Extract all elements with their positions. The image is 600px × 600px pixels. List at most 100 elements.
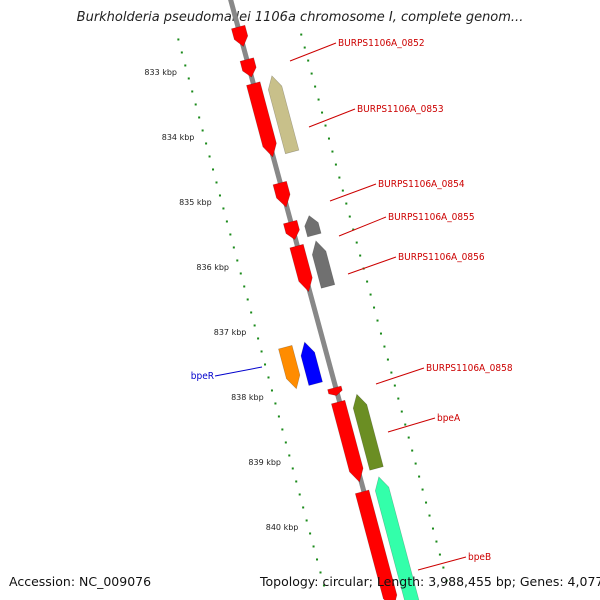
- ruler-dot: [184, 64, 187, 67]
- ruler-dot: [267, 376, 270, 379]
- ruler-dot: [379, 332, 382, 335]
- ruler-dot: [232, 246, 235, 249]
- ruler-dot: [218, 194, 221, 197]
- ruler-dot: [407, 436, 410, 439]
- gene-arrow-bpeB-green: [374, 476, 420, 600]
- gene-arrow-bpeA-olive: [352, 393, 384, 471]
- ruler-dot: [355, 241, 358, 244]
- ruler-dot: [215, 181, 218, 184]
- gene-arrow-g-0852-red: [246, 81, 277, 158]
- ruler-dot: [298, 493, 301, 496]
- gene-arrow-g-0856-red: [289, 243, 313, 293]
- genome-stats-text: Topology: circular; Length: 3,988,455 bp…: [260, 574, 600, 589]
- ruler-dot: [180, 51, 183, 54]
- gene-arrow-bpeA-red: [331, 399, 364, 483]
- ruler-dot: [229, 233, 232, 236]
- ruler-dot: [302, 506, 305, 509]
- label-leader-line: [214, 366, 263, 377]
- gene-label-burps1106a_0858: BURPS1106A_0858: [426, 363, 513, 374]
- ruler-dot: [312, 545, 315, 548]
- gene-label-burps1106a_0852: BURPS1106A_0852: [338, 38, 425, 49]
- ruler-dot: [316, 558, 319, 561]
- ruler-dot: [198, 116, 201, 119]
- ruler-dot: [288, 454, 291, 457]
- ruler-dot: [418, 475, 421, 478]
- label-leader-line: [308, 108, 356, 128]
- ruler-dot: [334, 163, 337, 166]
- ruler-dot: [314, 85, 317, 88]
- label-leader-line: [329, 183, 377, 202]
- ruler-dot: [341, 189, 344, 192]
- ruler-dot: [390, 371, 393, 374]
- ruler-dot: [284, 441, 287, 444]
- ruler-dot: [321, 111, 324, 114]
- ruler-tick-label: 836 kbp: [196, 263, 229, 272]
- ruler-tick-label: 839 kbp: [248, 458, 281, 467]
- gene-arrow-top-cut: [231, 24, 249, 47]
- gene-label-burps1106a_0855: BURPS1106A_0855: [388, 212, 475, 223]
- ruler-dot: [324, 124, 327, 127]
- ruler-dot: [317, 98, 320, 101]
- gene-arrow-g-0855-gray: [304, 215, 322, 238]
- ruler-dot: [345, 202, 348, 205]
- map-title: Burkholderia pseudomallei 1106a chromoso…: [76, 10, 524, 25]
- ruler-dot: [386, 358, 389, 361]
- ruler-dot: [338, 176, 341, 179]
- ruler-dot: [352, 228, 355, 231]
- ruler-dot: [309, 532, 312, 535]
- gene-arrow-g-small-1: [239, 57, 257, 78]
- ruler-tick-label: 835 kbp: [179, 198, 212, 207]
- ruler-dot: [327, 137, 330, 140]
- ruler-dot: [253, 324, 256, 327]
- label-leader-line: [387, 417, 436, 433]
- ruler-dot: [274, 402, 277, 405]
- ruler-dot: [383, 345, 386, 348]
- ruler-dot: [393, 384, 396, 387]
- gene-label-bpeb: bpeB: [468, 552, 491, 563]
- ruler-dot: [201, 129, 204, 132]
- ruler-dot: [400, 410, 403, 413]
- ruler-dot: [397, 397, 400, 400]
- ruler-dot: [322, 584, 325, 587]
- ruler-dot: [281, 428, 284, 431]
- ruler-dot: [411, 449, 414, 452]
- ruler-dot: [194, 103, 197, 106]
- ruler-dot: [260, 350, 263, 353]
- ruler-tick-label: 834 kbp: [162, 133, 195, 142]
- ruler-dot: [205, 142, 208, 145]
- gene-arrow-g-0856-gray: [311, 240, 336, 289]
- gene-arrow-bpeB-red: [354, 489, 398, 600]
- ruler-tick-label: 837 kbp: [214, 328, 247, 337]
- ruler-dot: [435, 540, 438, 543]
- ruler-dot: [376, 319, 379, 322]
- ruler-dot: [264, 363, 267, 366]
- gene-arrow-g-0854: [272, 180, 291, 208]
- ruler-dot: [359, 254, 362, 257]
- gene-labels: BURPS1106A_0852 BURPS1106A_0853 BURPS1106A…: [191, 38, 513, 571]
- ruler-dot: [445, 579, 448, 582]
- ruler-dot: [243, 285, 246, 288]
- ruler-dot: [348, 215, 351, 218]
- ruler-dot: [187, 77, 190, 80]
- gene-track: [231, 24, 420, 600]
- ruler-dot: [366, 280, 369, 283]
- gene-label-bpea: bpeA: [437, 413, 461, 424]
- ruler-dot: [442, 566, 445, 569]
- ruler-dot: [236, 259, 239, 262]
- ruler-dot: [191, 90, 194, 93]
- gene-arrow-bpeR-blue: [300, 341, 323, 386]
- label-leader-line: [417, 556, 467, 571]
- ruler-tick-label: 833 kbp: [144, 68, 177, 77]
- accession-text: Accession: NC_009076: [9, 574, 152, 589]
- gene-label-burps1106a_0856: BURPS1106A_0856: [398, 252, 485, 263]
- ruler-dot: [404, 423, 407, 426]
- ruler-dot: [177, 38, 180, 41]
- ruler-dot: [212, 168, 215, 171]
- ruler-dot: [208, 155, 211, 158]
- ruler-dot: [300, 33, 303, 36]
- ruler-dot: [257, 337, 260, 340]
- ruler-dot: [303, 46, 306, 49]
- ruler-dot: [431, 527, 434, 530]
- label-leader-line: [289, 42, 337, 62]
- label-leader-line: [338, 216, 387, 237]
